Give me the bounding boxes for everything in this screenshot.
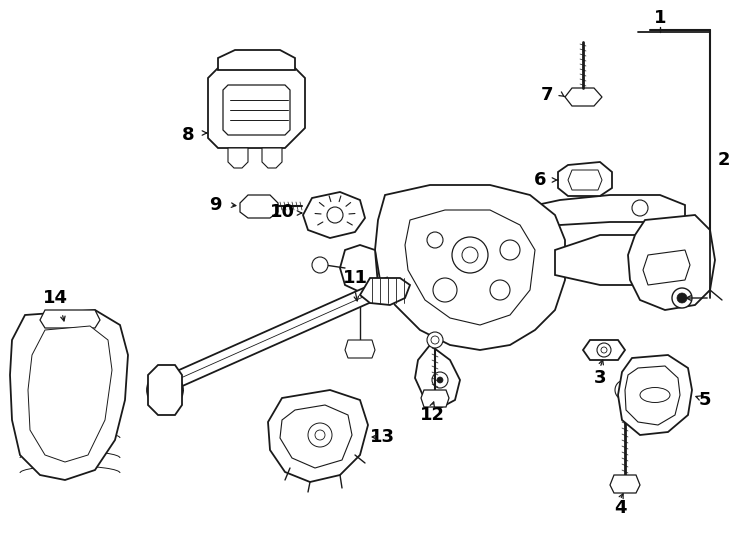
Polygon shape xyxy=(280,405,352,468)
Circle shape xyxy=(452,237,488,273)
Polygon shape xyxy=(610,475,640,493)
Polygon shape xyxy=(360,278,410,305)
Circle shape xyxy=(431,336,439,344)
Polygon shape xyxy=(240,195,278,218)
Text: 1: 1 xyxy=(654,9,666,27)
Text: 10: 10 xyxy=(269,203,294,221)
Polygon shape xyxy=(375,185,565,350)
Text: 11: 11 xyxy=(343,269,368,287)
Ellipse shape xyxy=(640,388,670,402)
Circle shape xyxy=(315,430,325,440)
Polygon shape xyxy=(268,390,368,482)
Polygon shape xyxy=(28,326,112,462)
Text: 2: 2 xyxy=(718,151,730,169)
Polygon shape xyxy=(10,310,128,480)
Polygon shape xyxy=(405,210,535,325)
Circle shape xyxy=(427,332,443,348)
Polygon shape xyxy=(618,355,692,435)
Polygon shape xyxy=(208,68,305,148)
Polygon shape xyxy=(148,365,182,415)
Circle shape xyxy=(308,423,332,447)
Circle shape xyxy=(632,200,648,216)
Circle shape xyxy=(672,288,692,308)
Text: 7: 7 xyxy=(541,86,553,104)
Circle shape xyxy=(433,278,457,302)
Circle shape xyxy=(147,372,183,408)
Circle shape xyxy=(615,380,635,400)
Polygon shape xyxy=(303,192,365,238)
Circle shape xyxy=(155,380,175,400)
Polygon shape xyxy=(415,345,460,408)
Circle shape xyxy=(427,232,443,248)
Text: 5: 5 xyxy=(699,391,711,409)
Text: 4: 4 xyxy=(614,499,626,517)
Circle shape xyxy=(677,293,687,303)
Text: 8: 8 xyxy=(182,126,195,144)
Circle shape xyxy=(597,343,611,357)
Polygon shape xyxy=(568,170,602,190)
Circle shape xyxy=(601,347,607,353)
Polygon shape xyxy=(218,50,295,70)
Text: 9: 9 xyxy=(208,196,221,214)
Polygon shape xyxy=(565,88,602,106)
Polygon shape xyxy=(625,366,680,425)
Text: 3: 3 xyxy=(594,369,606,387)
Circle shape xyxy=(490,280,510,300)
Polygon shape xyxy=(628,215,715,310)
Text: 14: 14 xyxy=(43,289,68,307)
Circle shape xyxy=(500,240,520,260)
Circle shape xyxy=(620,385,630,395)
Text: 6: 6 xyxy=(534,171,546,189)
Polygon shape xyxy=(558,162,612,196)
Text: 12: 12 xyxy=(420,406,445,424)
Polygon shape xyxy=(162,278,393,393)
Polygon shape xyxy=(490,195,685,240)
Polygon shape xyxy=(340,245,378,292)
Polygon shape xyxy=(555,235,675,285)
Polygon shape xyxy=(262,148,282,168)
Polygon shape xyxy=(643,250,690,285)
Circle shape xyxy=(432,372,448,388)
Polygon shape xyxy=(583,340,625,360)
Polygon shape xyxy=(228,148,248,168)
Text: 13: 13 xyxy=(369,428,394,446)
Circle shape xyxy=(327,207,343,223)
Polygon shape xyxy=(40,310,100,328)
Circle shape xyxy=(462,247,478,263)
Circle shape xyxy=(437,377,443,383)
Circle shape xyxy=(312,257,328,273)
Polygon shape xyxy=(223,85,290,135)
Polygon shape xyxy=(345,340,375,358)
Polygon shape xyxy=(421,390,449,407)
